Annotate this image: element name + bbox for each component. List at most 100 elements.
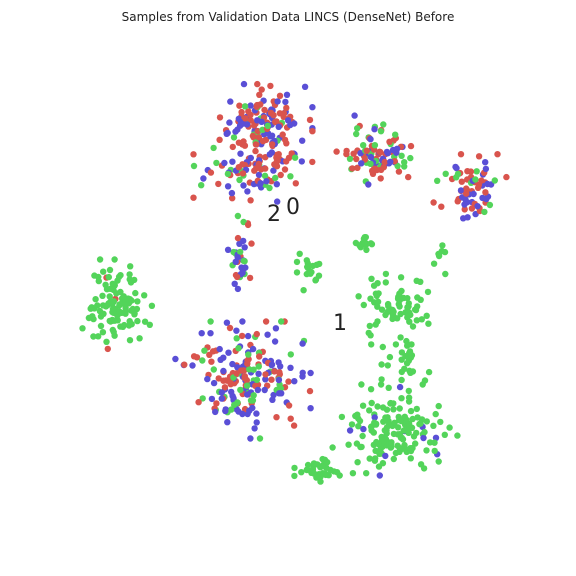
scatter-point (262, 318, 270, 325)
scatter-point (136, 335, 143, 342)
scatter-point (235, 164, 242, 171)
scatter-point (420, 465, 428, 472)
scatter-point (377, 381, 385, 388)
scatter-point (238, 332, 246, 340)
scatter-point (226, 324, 234, 332)
scatter-point (363, 246, 370, 254)
scatter-point (308, 268, 315, 276)
scatter-point (360, 425, 367, 433)
scatter-point (304, 461, 312, 469)
scatter-point (207, 318, 214, 325)
scatter-point (425, 368, 433, 376)
scatter-point (385, 384, 392, 391)
scatter-point (236, 176, 243, 184)
scatter-point (271, 161, 278, 168)
scatter-point (313, 261, 320, 268)
scatter-point (207, 169, 215, 176)
scatter-point (261, 172, 269, 179)
scatter-point (306, 116, 314, 124)
scatter-point (392, 131, 399, 138)
scatter-point (405, 387, 412, 395)
scatter-point (478, 177, 485, 184)
scatter-point (241, 244, 248, 251)
scatter-point (233, 335, 240, 342)
scatter-point (366, 322, 373, 330)
scatter-point (375, 440, 382, 448)
scatter-point (95, 277, 103, 285)
scatter-point (134, 298, 141, 305)
scatter-point (425, 320, 432, 327)
scatter-point (224, 183, 232, 190)
scatter-point (257, 180, 264, 187)
scatter-point (482, 165, 490, 173)
scatter-point (353, 440, 361, 447)
scatter-point (281, 136, 289, 144)
scatter-point (218, 389, 225, 396)
scatter-point (329, 444, 336, 451)
scatter-point (109, 280, 116, 287)
scatter-point (368, 241, 376, 248)
scatter-point (290, 422, 298, 429)
scatter-point (372, 421, 380, 428)
scatter-point (273, 414, 280, 421)
scatter-point (420, 434, 427, 442)
scatter-point (298, 469, 305, 476)
scatter-point (276, 369, 283, 376)
scatter-point (475, 153, 483, 160)
scatter-point (424, 288, 432, 296)
scatter-point (405, 300, 412, 307)
scatter-point (234, 254, 241, 261)
scatter-point (378, 306, 386, 313)
scatter-point (266, 151, 273, 158)
scatter-point (435, 250, 442, 258)
scatter-point (359, 432, 366, 440)
scatter-point (107, 298, 114, 306)
scatter-point (309, 104, 316, 111)
scatter-point (468, 205, 476, 212)
scatter-point (92, 296, 99, 303)
scatter-point (390, 400, 397, 407)
scatter-point (95, 333, 102, 340)
scatter-point (355, 293, 362, 300)
scatter-point (377, 128, 385, 135)
scatter-point (338, 413, 346, 421)
scatter-point (384, 362, 391, 369)
scatter-point (245, 351, 252, 358)
scatter-point (279, 131, 286, 138)
scatter-point (225, 349, 232, 356)
scatter-point (109, 305, 117, 313)
scatter-point (423, 447, 430, 454)
scatter-point (367, 153, 375, 161)
scatter-point (141, 292, 148, 299)
scatter-point (247, 197, 254, 204)
scatter-point (97, 313, 105, 320)
scatter-point (276, 390, 283, 397)
scatter-point (255, 363, 262, 370)
scatter-point (231, 401, 238, 409)
scatter-point (396, 383, 404, 391)
scatter-point (390, 308, 397, 315)
scatter-point (127, 263, 134, 270)
scatter-point (247, 435, 254, 442)
scatter-point (270, 112, 277, 119)
scatter-point (287, 364, 294, 371)
scatter-point (275, 359, 282, 366)
scatter-point (404, 314, 411, 321)
scatter-point (96, 256, 104, 263)
scatter-point (132, 289, 139, 297)
scatter-point (285, 378, 292, 385)
scatter-point (407, 455, 414, 462)
scatter-point (482, 189, 489, 196)
scatter-point (397, 434, 405, 441)
scatter-point (421, 428, 428, 436)
scatter-point (263, 178, 270, 185)
scatter-point (107, 285, 114, 292)
scatter-point (385, 303, 392, 310)
cluster-label-0: 0 (286, 195, 300, 220)
scatter-point (376, 472, 383, 479)
scatter-point (111, 317, 118, 324)
scatter-point (237, 150, 244, 157)
scatter-point (293, 258, 301, 266)
scatter-point (255, 370, 262, 377)
scatter-point (486, 201, 494, 209)
